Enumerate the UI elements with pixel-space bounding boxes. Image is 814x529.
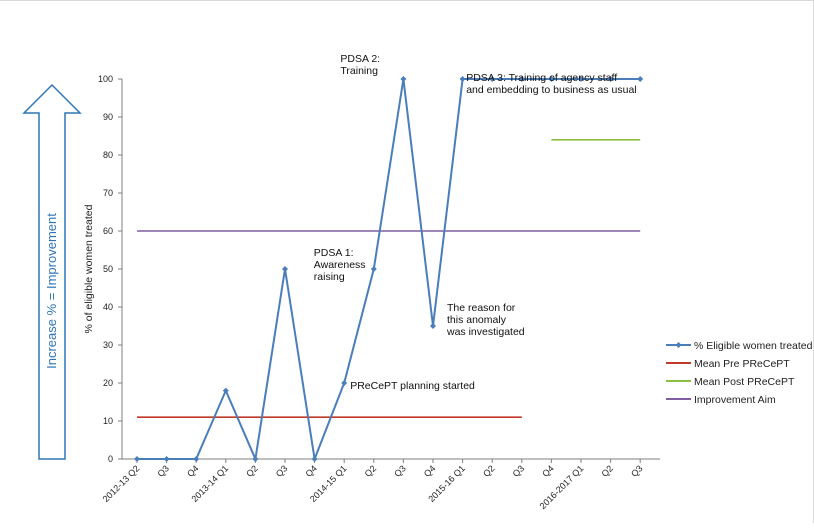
x-tick-label: Q4 (303, 463, 319, 479)
data-point (578, 76, 584, 82)
arrow-label: Increase % = Improvement (44, 213, 59, 369)
legend-label: Improvement Aim (694, 394, 776, 406)
annotation-line: and embedding to business as usual (466, 84, 636, 96)
x-tick-label: Q3 (274, 463, 290, 479)
y-tick-label: 80 (103, 150, 113, 160)
legend-label: Mean Post PReCePT (694, 376, 795, 388)
data-point (548, 76, 555, 82)
annotation-line: raising (314, 271, 345, 283)
annotation-line: Training (340, 65, 378, 77)
x-tick-label: Q2 (481, 463, 497, 479)
data-point (637, 76, 644, 82)
annotation-4: The reason for this anomaly was investigat… (446, 302, 525, 338)
x-tick-label: Q2 (363, 463, 379, 479)
data-point (311, 456, 318, 462)
data-point (607, 76, 614, 82)
annotations: PDSA 2: Training PDSA 3: Training of agenc… (314, 53, 637, 392)
data-point (252, 456, 259, 462)
x-tick-label: Q3 (155, 463, 171, 479)
data-point (370, 266, 377, 272)
y-tick-label: 90 (103, 112, 113, 122)
x-tick-label: Q3 (629, 463, 645, 479)
y-tick-label: 70 (103, 188, 113, 198)
annotation-3: PDSA 1: Awareness raising (314, 247, 366, 283)
annotation-line: PDSA 2: (340, 53, 380, 65)
x-tick-label: Q3 (392, 463, 408, 479)
y-tick-label: 0 (108, 454, 113, 464)
improvement-arrow: Increase % = Improvement (22, 83, 82, 460)
x-tick-label: Q4 (540, 463, 556, 479)
data-point (222, 387, 229, 394)
annotation-line: The reason for (447, 302, 516, 314)
data-point (163, 456, 170, 462)
x-tick-label: Q4 (185, 463, 201, 479)
x-tick-label: Q4 (422, 463, 438, 479)
annotation-line: Awareness (314, 259, 366, 271)
annotation-line: this anomaly (447, 314, 507, 326)
data-point (518, 76, 525, 82)
annotation-line: was investigated (446, 326, 525, 338)
x-tick-label: Q2 (244, 463, 260, 479)
x-tick-label: Q3 (511, 463, 527, 479)
y-tick-label: 50 (103, 264, 113, 274)
data-point (282, 266, 288, 272)
y-tick-label: 40 (103, 302, 113, 312)
data-point (459, 76, 466, 82)
y-tick-label: 10 (103, 416, 113, 426)
x-tick-label: Q2 (599, 463, 615, 479)
legend: % Eligible women treated Mean Pre PReCePT… (666, 340, 813, 406)
data-point (341, 380, 348, 386)
series-eligible-women-treated (134, 76, 644, 463)
annotation-line: PDSA 3: Training of agency staff (466, 72, 617, 84)
data-point (430, 323, 436, 329)
y-tick-label: 20 (103, 378, 113, 388)
annotation-line: PReCePT planning started (350, 380, 475, 392)
data-point (134, 456, 140, 462)
legend-marker (675, 342, 682, 348)
annotation-5: PReCePT planning started (350, 380, 475, 392)
annotation-line: PDSA 1: (314, 247, 354, 259)
annotation-2: PDSA 3: Training of agency staff and embe… (466, 72, 636, 96)
y-tick-label: 60 (103, 226, 113, 236)
y-tick-label: 30 (103, 340, 113, 350)
legend-label: % Eligible women treated (694, 340, 813, 352)
data-point (489, 76, 496, 82)
reference-lines (137, 139, 641, 419)
y-axis-title: % of eligible women treated (83, 204, 95, 333)
annotation-1: PDSA 2: Training (340, 53, 380, 77)
legend-label: Mean Pre PReCePT (694, 358, 790, 370)
series-line-eligible-women-treated (137, 78, 641, 463)
data-point (400, 76, 407, 82)
up-arrow-icon (22, 83, 82, 460)
x-tick-label: 2012-13 Q2 (101, 463, 142, 504)
data-point (193, 456, 200, 462)
y-tick-label: 100 (98, 74, 113, 84)
